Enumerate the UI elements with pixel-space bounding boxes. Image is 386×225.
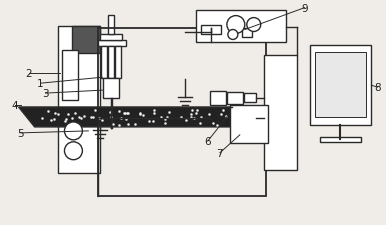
Text: 7: 7 [217,148,223,158]
Text: 9: 9 [301,4,308,13]
Bar [108,16,114,35]
Bar [210,92,226,106]
Bar [210,112,226,125]
Bar [230,106,268,143]
Circle shape [228,30,238,40]
Text: 4: 4 [11,101,18,110]
Circle shape [64,142,82,160]
Text: 8: 8 [374,83,381,93]
Bar [264,56,296,170]
Polygon shape [19,108,248,127]
Circle shape [64,122,82,140]
Circle shape [247,18,261,32]
Bar [320,137,361,142]
Circle shape [227,16,245,34]
Text: 5: 5 [17,128,24,138]
Bar [108,47,114,79]
Bar [227,93,243,105]
Bar [63,51,78,101]
Bar [242,28,252,38]
Text: 1: 1 [37,79,44,89]
Bar [227,112,243,124]
Bar [100,35,122,41]
Text: 2: 2 [25,69,32,79]
Bar [59,26,100,173]
Bar [201,25,221,35]
Bar [196,11,286,43]
Bar [98,28,266,197]
Bar [244,113,256,122]
Text: 3: 3 [42,89,49,99]
Bar [103,79,119,99]
Bar [115,47,121,79]
Bar [244,94,256,103]
Text: 6: 6 [205,136,211,146]
Bar [102,47,107,79]
Bar [98,41,126,47]
Bar [310,46,371,125]
Bar [315,53,366,117]
Bar [73,26,100,54]
